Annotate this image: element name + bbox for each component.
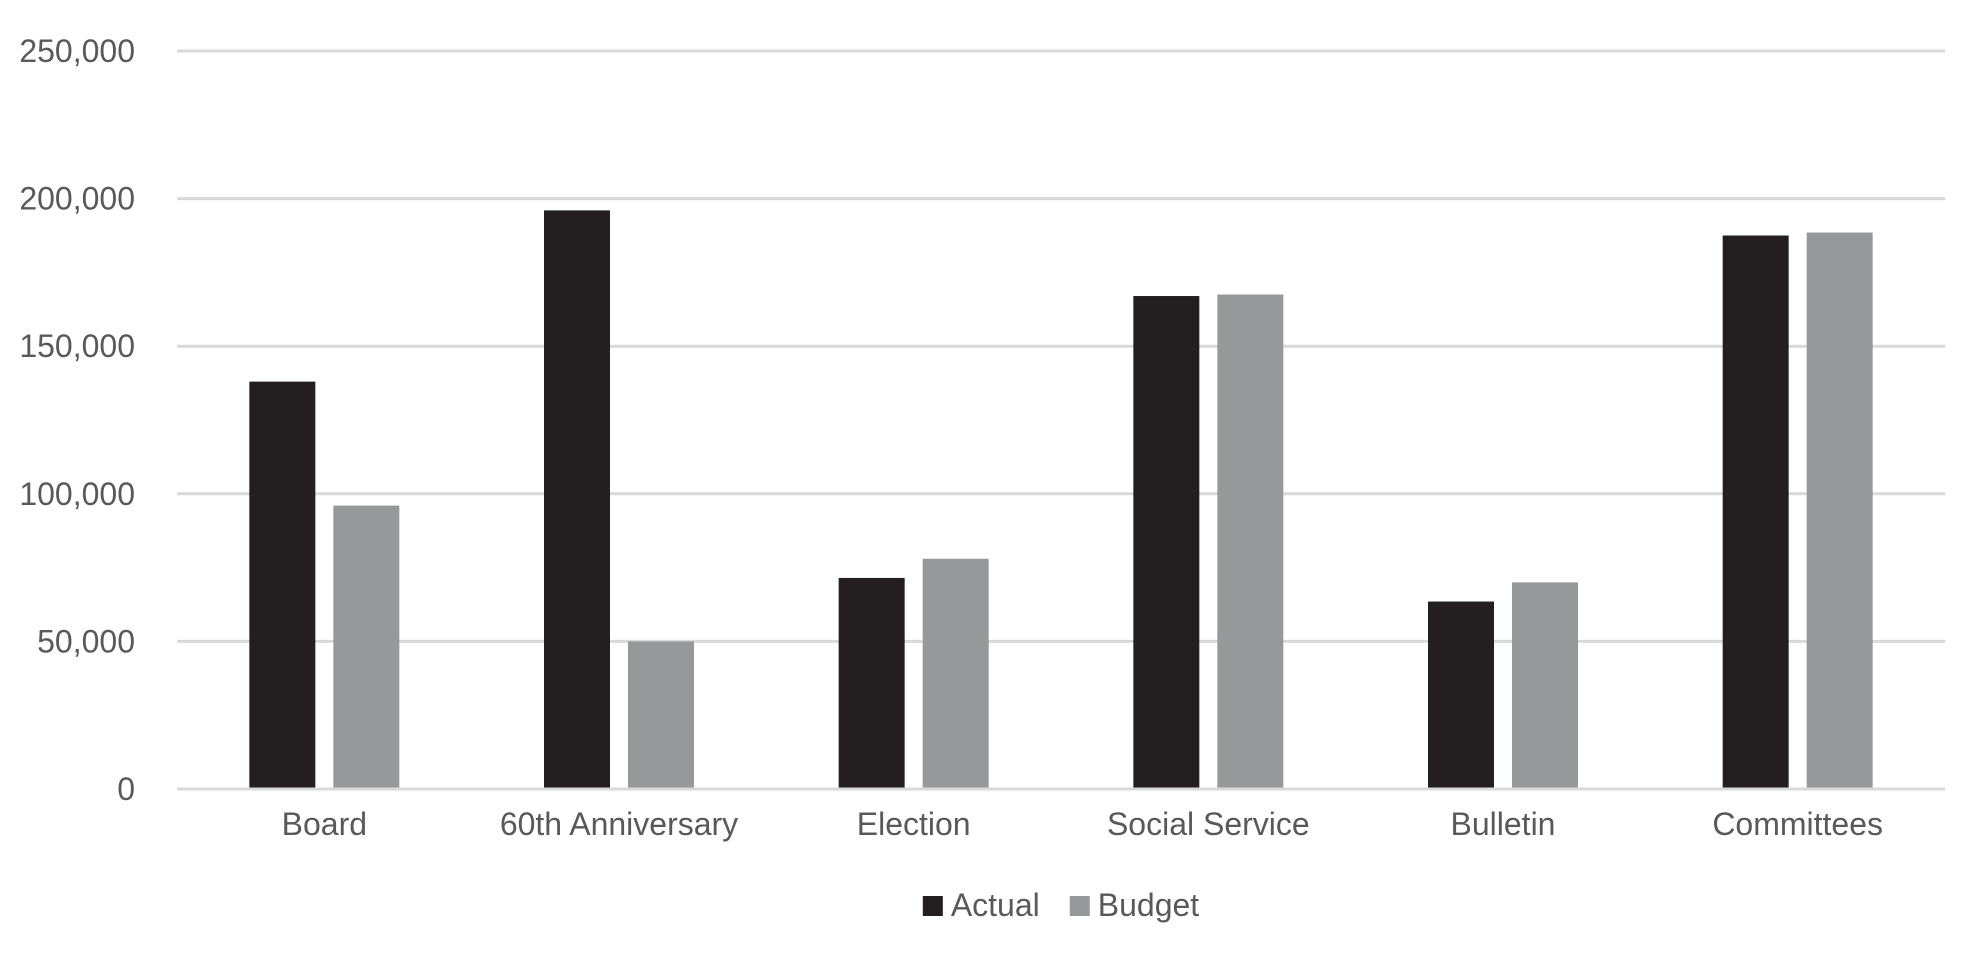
x-tick-label: Committees <box>1712 806 1883 842</box>
bar-budget-5 <box>1806 232 1873 790</box>
x-tick-label: Election <box>857 806 971 842</box>
bar-budget-1 <box>628 641 694 789</box>
bar-actual-0 <box>249 381 316 789</box>
legend: Actual Budget <box>922 887 1200 923</box>
x-tick-label: Social Service <box>1107 806 1310 842</box>
x-axis-ticks: Board 60th Anniversary Election Social Serv… <box>177 787 1945 842</box>
x-tick-label: 60th Anniversary <box>500 806 738 842</box>
bar-actual-1 <box>544 210 610 789</box>
y-tick-label: 250,000 <box>19 33 135 69</box>
bar-budget-0 <box>333 505 400 789</box>
x-tick-label: Bulletin <box>1451 806 1556 842</box>
bar-budget-4 <box>1512 582 1578 789</box>
legend-item-actual: Actual <box>922 887 1040 923</box>
legend-item-budget: Budget <box>1069 887 1200 923</box>
bar-budget-3 <box>1217 294 1284 789</box>
bar-actual-3 <box>1133 296 1200 789</box>
x-tick-label: Board <box>282 806 367 842</box>
bars <box>249 210 1873 790</box>
y-tick-label: 150,000 <box>19 328 135 364</box>
bar-actual-4 <box>1428 601 1494 789</box>
y-tick-label: 200,000 <box>19 181 135 217</box>
legend-swatch <box>1069 896 1090 916</box>
y-tick-label: 50,000 <box>37 623 135 659</box>
y-tick-label: 0 <box>117 771 135 807</box>
y-tick-label: 100,000 <box>19 476 135 512</box>
bar-budget-2 <box>922 558 989 789</box>
bar-actual-5 <box>1722 235 1789 789</box>
legend-swatch <box>922 896 943 916</box>
gridlines <box>177 49 1945 791</box>
y-axis-ticks: 0 50,000 100,000 150,000 200,000 250,000 <box>19 33 135 807</box>
bar-actual-2 <box>838 577 905 789</box>
legend-label: Actual <box>951 887 1040 923</box>
legend-label: Budget <box>1098 887 1200 923</box>
